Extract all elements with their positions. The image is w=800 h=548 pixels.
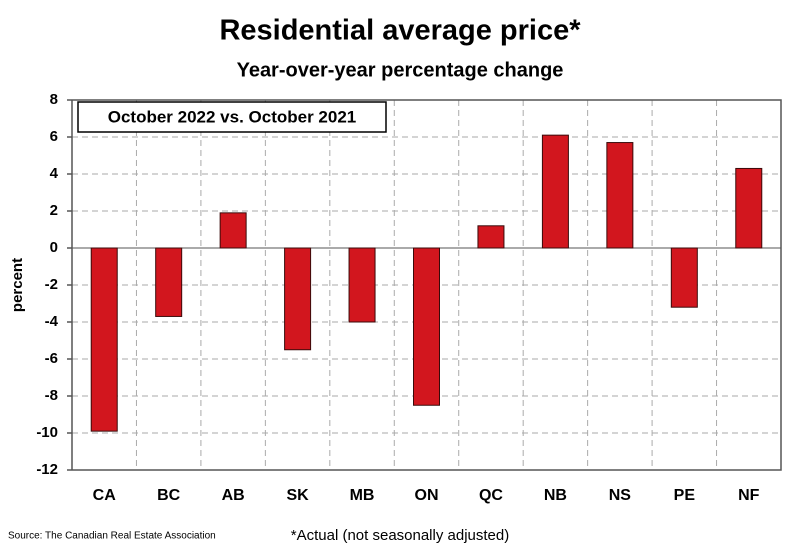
footnote: *Actual (not seasonally adjusted) <box>291 527 509 544</box>
y-tick-label: 4 <box>50 165 59 182</box>
x-tick-label: PE <box>674 487 696 504</box>
x-tick-label: NF <box>738 487 760 504</box>
annotation-box <box>77 101 387 133</box>
y-axis-label: percent <box>9 258 26 312</box>
bar <box>90 247 118 432</box>
chart-title: Residential average price* <box>219 15 581 47</box>
bar <box>284 247 312 351</box>
y-tick-label: -2 <box>45 276 58 293</box>
y-tick-label: -12 <box>36 461 58 478</box>
y-tick-label: -10 <box>36 424 58 441</box>
y-tick-label: 2 <box>50 202 58 219</box>
bar <box>670 247 698 308</box>
chart-subtitle: Year-over-year percentage change <box>237 59 564 81</box>
x-tick-label: SK <box>286 487 309 504</box>
y-tick-label: -6 <box>45 350 58 367</box>
bar <box>606 142 634 249</box>
y-tick-label: -4 <box>45 313 59 330</box>
x-tick-label: BC <box>157 487 181 504</box>
x-tick-label: NS <box>609 487 632 504</box>
bar <box>735 167 763 249</box>
y-tick-label: 6 <box>50 128 58 145</box>
bar <box>155 247 183 317</box>
x-tick-label: QC <box>479 487 503 504</box>
plot-frame <box>71 99 782 471</box>
bar <box>477 225 505 249</box>
annotation: October 2022 vs. October 2021 <box>108 107 357 126</box>
y-tick-label: -8 <box>45 387 58 404</box>
x-tick-label: NB <box>544 487 567 504</box>
x-tick-label: ON <box>415 487 439 504</box>
source: Source: The Canadian Real Estate Associa… <box>8 531 216 542</box>
bar <box>348 247 376 323</box>
y-tick-label: 0 <box>50 239 58 256</box>
x-tick-label: MB <box>350 487 375 504</box>
bar <box>541 134 569 249</box>
y-tick-label: 8 <box>50 91 58 108</box>
x-tick-label: CA <box>93 487 117 504</box>
bar <box>413 247 440 406</box>
bar <box>219 212 247 249</box>
x-tick-label: AB <box>222 487 245 504</box>
